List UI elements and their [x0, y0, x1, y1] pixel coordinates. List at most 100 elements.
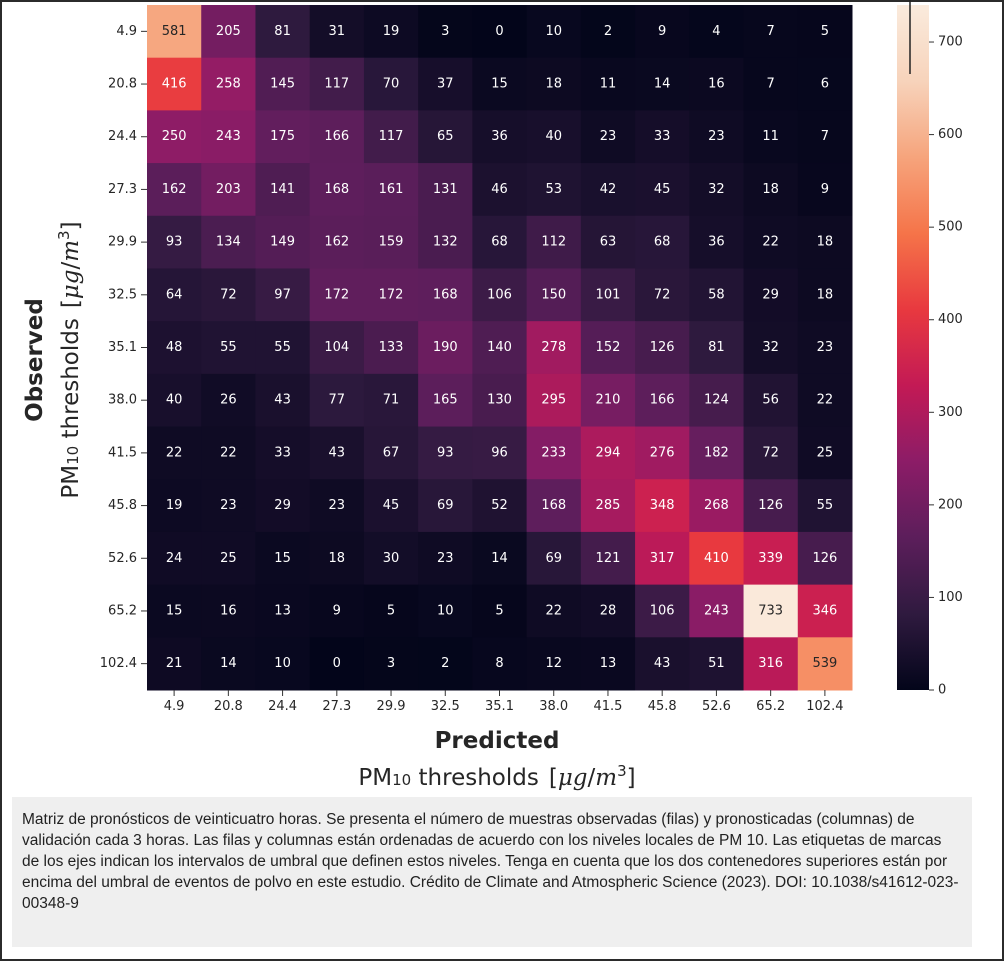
- heatmap-cell-label: 22: [166, 445, 183, 460]
- heatmap-cell-label: 69: [437, 498, 454, 513]
- heatmap-cell-label: 32: [762, 340, 779, 355]
- x-tick-label: 32.5: [431, 699, 460, 714]
- heatmap-cell: [689, 637, 745, 691]
- heatmap-cell: [147, 163, 202, 217]
- heatmap-cell-label: 11: [600, 77, 617, 92]
- heatmap-cell: [635, 5, 690, 59]
- heatmap-cell: [689, 215, 745, 269]
- heatmap-cell: [418, 373, 473, 428]
- heatmap-cell: [201, 531, 256, 586]
- heatmap-cell-label: 22: [762, 235, 779, 250]
- heatmap-cell-label: 149: [270, 235, 295, 250]
- heatmap-cell: [309, 321, 365, 375]
- heatmap-cell: [797, 479, 853, 533]
- y-tick-label: 4.9: [116, 24, 137, 39]
- heatmap-cell-label: 13: [600, 656, 617, 671]
- heatmap-cell-label: 64: [166, 287, 183, 302]
- y-tick-label: 20.8: [108, 77, 137, 92]
- heatmap-cell: [689, 373, 745, 428]
- heatmap-cell: [255, 426, 311, 480]
- heatmap-cell: [635, 57, 690, 111]
- heatmap-cell: [689, 5, 745, 59]
- heatmap-cell: [526, 57, 582, 111]
- heatmap-cell-label: 22: [817, 393, 834, 408]
- heatmap-cell: [472, 426, 528, 480]
- heatmap-cell: [363, 373, 419, 428]
- heatmap-cell-label: 117: [379, 129, 404, 144]
- heatmap-cell-label: 29: [274, 498, 291, 513]
- y-sub-open: [: [58, 299, 84, 308]
- y-sub-exp: 3: [55, 230, 73, 240]
- heatmap-cell-label: 22: [545, 603, 562, 618]
- colorbar-bar: [897, 5, 929, 690]
- heatmap-cell-label: 140: [487, 340, 512, 355]
- colorbar-tick-label: 700: [938, 35, 963, 50]
- heatmap-cell: [418, 5, 473, 59]
- heatmap-cell: [147, 215, 202, 269]
- heatmap-cell-label: 67: [383, 445, 400, 460]
- heatmap-cell: [201, 584, 256, 638]
- heatmap-cell: [418, 215, 473, 269]
- heatmap-cell: [309, 268, 365, 322]
- heatmap-cell-label: 124: [704, 393, 729, 408]
- heatmap-cell-label: 10: [274, 656, 291, 671]
- heatmap-cell-label: 52: [491, 498, 508, 513]
- heatmap-cell: [743, 637, 799, 691]
- heatmap-cell: [363, 163, 419, 217]
- heatmap-cell-label: 23: [437, 551, 454, 566]
- heatmap-cell-label: 19: [166, 498, 183, 513]
- heatmap-cell: [797, 110, 853, 164]
- heatmap-cell-label: 106: [487, 287, 512, 302]
- heatmap-cell: [201, 479, 256, 533]
- heatmap-cell: [797, 531, 853, 586]
- heatmap-cell-label: 126: [758, 498, 783, 513]
- heatmap-cell: [418, 426, 473, 480]
- heatmap-cell: [472, 321, 528, 375]
- heatmap-cell-label: 12: [545, 656, 562, 671]
- heatmap-cell: [363, 5, 419, 59]
- y-tick-label: 32.5: [108, 287, 137, 302]
- heatmap-cell: [743, 163, 799, 217]
- y-tick-label: 35.1: [108, 340, 137, 355]
- heatmap-cell-label: 294: [596, 445, 621, 460]
- heatmap-cell: [797, 426, 853, 480]
- heatmap-cell-label: 0: [495, 24, 503, 39]
- heatmap-cell-label: 43: [274, 393, 291, 408]
- heatmap-cell-label: 8: [495, 656, 503, 671]
- y-sub-m: m: [58, 240, 84, 262]
- heatmap-cell-label: 159: [379, 235, 404, 250]
- heatmap-cell: [309, 110, 365, 164]
- heatmap-cell-label: 19: [383, 24, 400, 39]
- colorbar-tick-label: 200: [938, 497, 963, 512]
- heatmap-cell: [363, 531, 419, 586]
- heatmap-cell: [635, 637, 690, 691]
- heatmap-cell: [472, 637, 528, 691]
- x-sub-slash: /: [588, 765, 596, 791]
- heatmap-cell-label: 141: [270, 182, 295, 197]
- heatmap-cell: [309, 426, 365, 480]
- heatmap-cell: [580, 373, 636, 428]
- heatmap-cell-label: 166: [650, 393, 675, 408]
- heatmap-cell-label: 14: [220, 656, 237, 671]
- heatmap-cell-label: 145: [270, 77, 295, 92]
- heatmap-cell-label: 72: [220, 287, 237, 302]
- heatmap-cell-label: 33: [654, 129, 671, 144]
- heatmap-cell-label: 101: [596, 287, 621, 302]
- y-sub-subscript: 10: [64, 446, 82, 465]
- y-tick-label: 24.4: [108, 129, 137, 144]
- heatmap-cell: [689, 57, 745, 111]
- heatmap-cell-label: 46: [491, 182, 508, 197]
- x-axis-ticks: 4.9 20.8 24.4 27.3 29.9 32.5 35.1 38.0 41.5 45.8 5…: [164, 690, 843, 714]
- heatmap-cell-label: 10: [545, 24, 562, 39]
- heatmap-cell: [255, 57, 311, 111]
- heatmap-cell-label: 55: [274, 340, 291, 355]
- heatmap-cells: [147, 5, 853, 691]
- heatmap-cell-label: 93: [166, 235, 183, 250]
- heatmap-cell: [418, 163, 473, 217]
- heatmap-cell: [418, 531, 473, 586]
- heatmap-cell-label: 28: [600, 603, 617, 618]
- x-tick-label: 38.0: [539, 699, 568, 714]
- heatmap-cell-label: 2: [441, 656, 449, 671]
- heatmap-cell-label: 31: [329, 24, 346, 39]
- heatmap-cell-label: 45: [383, 498, 400, 513]
